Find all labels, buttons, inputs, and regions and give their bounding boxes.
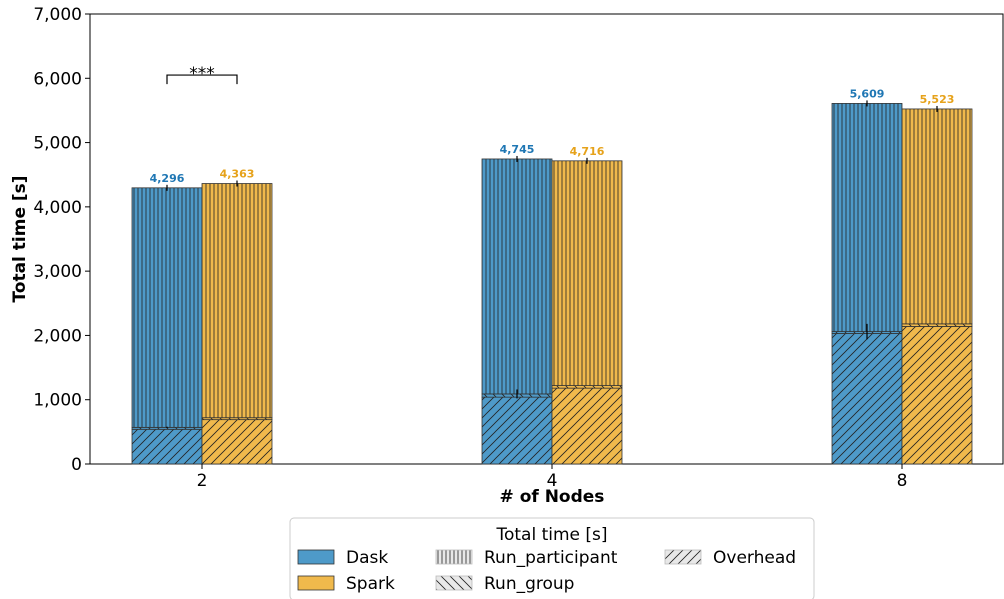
- y-axis: 0 1,000 2,000 3,000 4,000 5,000 6,000 7,000: [33, 5, 90, 475]
- spark-overhead-bar: [901, 326, 973, 465]
- x-tick-label: 4: [547, 471, 558, 491]
- legend-swatch: [297, 575, 335, 591]
- legend-label: Dask: [346, 548, 388, 568]
- spark-total-label: 4,716: [570, 145, 605, 158]
- y-tick-label: 3,000: [33, 262, 82, 282]
- spark-run-participant-bar: [201, 183, 273, 419]
- y-tick-label: 0: [71, 455, 82, 475]
- x-tick-label: 8: [897, 471, 908, 491]
- significance-label: ***: [189, 64, 215, 84]
- legend-entry-run-group: Run_group: [435, 574, 574, 594]
- spark-run-participant-bar: [901, 108, 973, 325]
- legend-swatch: [435, 549, 473, 565]
- dask-overhead-bar: [131, 428, 203, 465]
- significance-line: [166, 74, 238, 85]
- legend-label: Spark: [346, 574, 395, 594]
- spark-overhead-bar: [551, 387, 623, 465]
- y-tick-label: 5,000: [33, 134, 82, 154]
- y-axis-title: Total time [s]: [10, 175, 30, 302]
- dask-run-participant-bar: [831, 103, 903, 332]
- legend-label: Run_participant: [484, 548, 618, 568]
- spark-overhead-bar: [201, 419, 273, 465]
- y-tick-label: 1,000: [33, 391, 82, 411]
- legend: Total time [s] Dask Spark Run_participant Ru…: [289, 517, 815, 599]
- legend-label: Run_group: [484, 574, 574, 594]
- legend-swatch: [664, 549, 702, 565]
- x-axis: 2 4 8: [197, 464, 908, 491]
- legend-entry-spark: Spark: [297, 574, 395, 594]
- legend-swatch: [435, 575, 473, 591]
- dask-overhead-bar: [481, 396, 553, 465]
- dask-total-label: 4,745: [500, 143, 535, 156]
- y-tick-label: 2,000: [33, 326, 82, 346]
- legend-swatch: [297, 549, 335, 565]
- plot-area: 4,296 4,745 5,609 4,363 4,716 5,523: [89, 13, 1004, 465]
- dask-total-label: 5,609: [850, 87, 885, 100]
- dask-overhead-bar: [831, 333, 903, 465]
- legend-label: Overhead: [713, 548, 796, 568]
- spark-run-participant-bar: [551, 160, 623, 386]
- spark-total-label: 5,523: [920, 93, 955, 106]
- y-tick-label: 4,000: [33, 198, 82, 218]
- legend-entry-run-participant: Run_participant: [435, 548, 618, 568]
- legend-entry-overhead: Overhead: [664, 548, 796, 568]
- legend-title: Total time [s]: [495, 525, 607, 545]
- y-tick-label: 7,000: [33, 5, 82, 25]
- dask-run-participant-bar: [481, 158, 553, 395]
- spark-total-label: 4,363: [220, 168, 255, 181]
- significance-bracket: ***: [166, 64, 238, 85]
- legend-box: [289, 517, 815, 599]
- x-tick-label: 2: [197, 471, 208, 491]
- legend-entry-dask: Dask: [297, 548, 388, 568]
- dask-run-participant-bar: [131, 187, 203, 428]
- dask-total-label: 4,296: [150, 172, 185, 185]
- x-axis-title: # of Nodes: [500, 487, 605, 507]
- y-tick-label: 6,000: [33, 69, 82, 89]
